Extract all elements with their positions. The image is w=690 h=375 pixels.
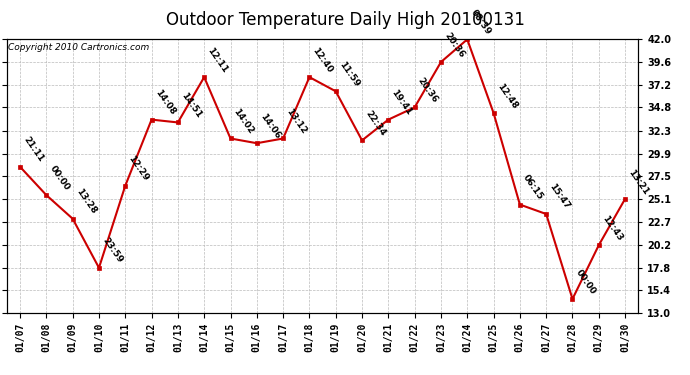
Text: 12:43: 12:43 (600, 214, 624, 242)
Text: 00:00: 00:00 (574, 268, 598, 296)
Text: 14:06: 14:06 (258, 112, 282, 140)
Text: 12:40: 12:40 (310, 46, 335, 74)
Text: Copyright 2010 Cartronics.com: Copyright 2010 Cartronics.com (8, 44, 150, 52)
Text: 23:59: 23:59 (100, 236, 124, 265)
Text: 12:48: 12:48 (495, 81, 519, 110)
Text: 14:51: 14:51 (179, 91, 203, 120)
Text: 19:41: 19:41 (390, 88, 414, 117)
Text: 13:21: 13:21 (627, 168, 650, 196)
Text: 00:00: 00:00 (48, 164, 71, 192)
Text: 21:11: 21:11 (21, 135, 46, 164)
Text: 14:08: 14:08 (153, 88, 177, 117)
Text: 20:36: 20:36 (416, 76, 440, 105)
Text: Outdoor Temperature Daily High 20100131: Outdoor Temperature Daily High 20100131 (166, 11, 524, 29)
Text: 11:59: 11:59 (337, 60, 361, 88)
Text: 15:47: 15:47 (548, 182, 571, 211)
Text: 12:11: 12:11 (206, 46, 229, 74)
Text: 06:15: 06:15 (521, 173, 545, 202)
Text: 13:28: 13:28 (74, 188, 98, 216)
Text: 13:12: 13:12 (284, 107, 308, 136)
Text: 20:36: 20:36 (442, 31, 466, 59)
Text: 22:34: 22:34 (364, 109, 387, 138)
Text: 08:39: 08:39 (469, 8, 493, 37)
Text: 12:29: 12:29 (127, 154, 150, 183)
Text: 14:02: 14:02 (232, 107, 256, 136)
